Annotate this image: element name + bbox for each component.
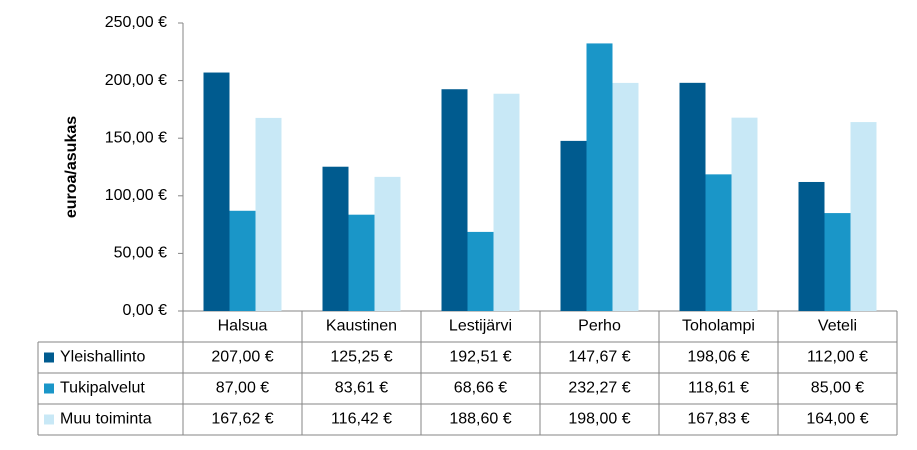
bar xyxy=(348,214,375,311)
table-value: 232,27 € xyxy=(568,380,630,397)
bar xyxy=(705,174,732,311)
x-tick-label: Veteli xyxy=(818,318,857,335)
y-axis-title: euroa/asukas xyxy=(63,116,80,218)
bar xyxy=(441,89,468,311)
table-value: 68,66 € xyxy=(454,380,507,397)
y-tick-label: 150,00 € xyxy=(105,129,167,146)
legend-swatch xyxy=(44,352,54,363)
x-tick-label: Halsua xyxy=(218,318,268,335)
table-value: 83,61 € xyxy=(335,380,388,397)
bar xyxy=(467,231,494,311)
table-value: 112,00 € xyxy=(807,349,868,366)
table-value: 167,83 € xyxy=(687,411,749,428)
y-tick-label: 100,00 € xyxy=(105,187,167,204)
y-tick-label: 0,00 € xyxy=(123,302,168,319)
bar xyxy=(612,82,639,312)
y-tick-label: 250,00 € xyxy=(105,14,167,31)
bar xyxy=(203,72,230,311)
bar xyxy=(798,181,825,311)
bar xyxy=(824,213,851,311)
table-value: 167,62 € xyxy=(211,411,273,428)
bar xyxy=(586,43,613,312)
bar xyxy=(322,166,349,311)
bar xyxy=(255,117,282,311)
x-tick-label: Kaustinen xyxy=(326,318,397,335)
table-value: 188,60 € xyxy=(449,411,511,428)
table-value: 164,00 € xyxy=(806,411,868,428)
table-value: 198,06 € xyxy=(687,349,749,366)
legend-label: Tukipalvelut xyxy=(60,380,145,397)
table-value: 125,25 € xyxy=(330,349,392,366)
legend-label: Muu toiminta xyxy=(60,411,152,428)
bar xyxy=(850,122,877,312)
y-tick-label: 200,00 € xyxy=(105,72,167,89)
table-value: 147,67 € xyxy=(568,349,630,366)
bar xyxy=(493,93,520,311)
x-tick-label: Toholampi xyxy=(682,318,755,335)
table-value: 118,61 € xyxy=(688,380,749,397)
bar xyxy=(560,140,587,311)
table-value: 116,42 € xyxy=(331,411,392,428)
table-value: 87,00 € xyxy=(216,380,269,397)
table-value: 207,00 € xyxy=(211,349,273,366)
bar xyxy=(679,82,706,312)
bar xyxy=(731,117,758,311)
y-tick-label: 50,00 € xyxy=(114,245,167,262)
table-value: 85,00 € xyxy=(811,380,864,397)
x-tick-label: Lestijärvi xyxy=(449,318,512,335)
legend-label: Yleishallinto xyxy=(60,349,145,366)
table-value: 192,51 € xyxy=(449,349,511,366)
bar xyxy=(374,176,401,311)
bar xyxy=(229,210,256,311)
legend-swatch xyxy=(44,414,54,425)
x-tick-label: Perho xyxy=(578,318,621,335)
table-value: 198,00 € xyxy=(568,411,630,428)
legend-swatch xyxy=(44,383,54,394)
